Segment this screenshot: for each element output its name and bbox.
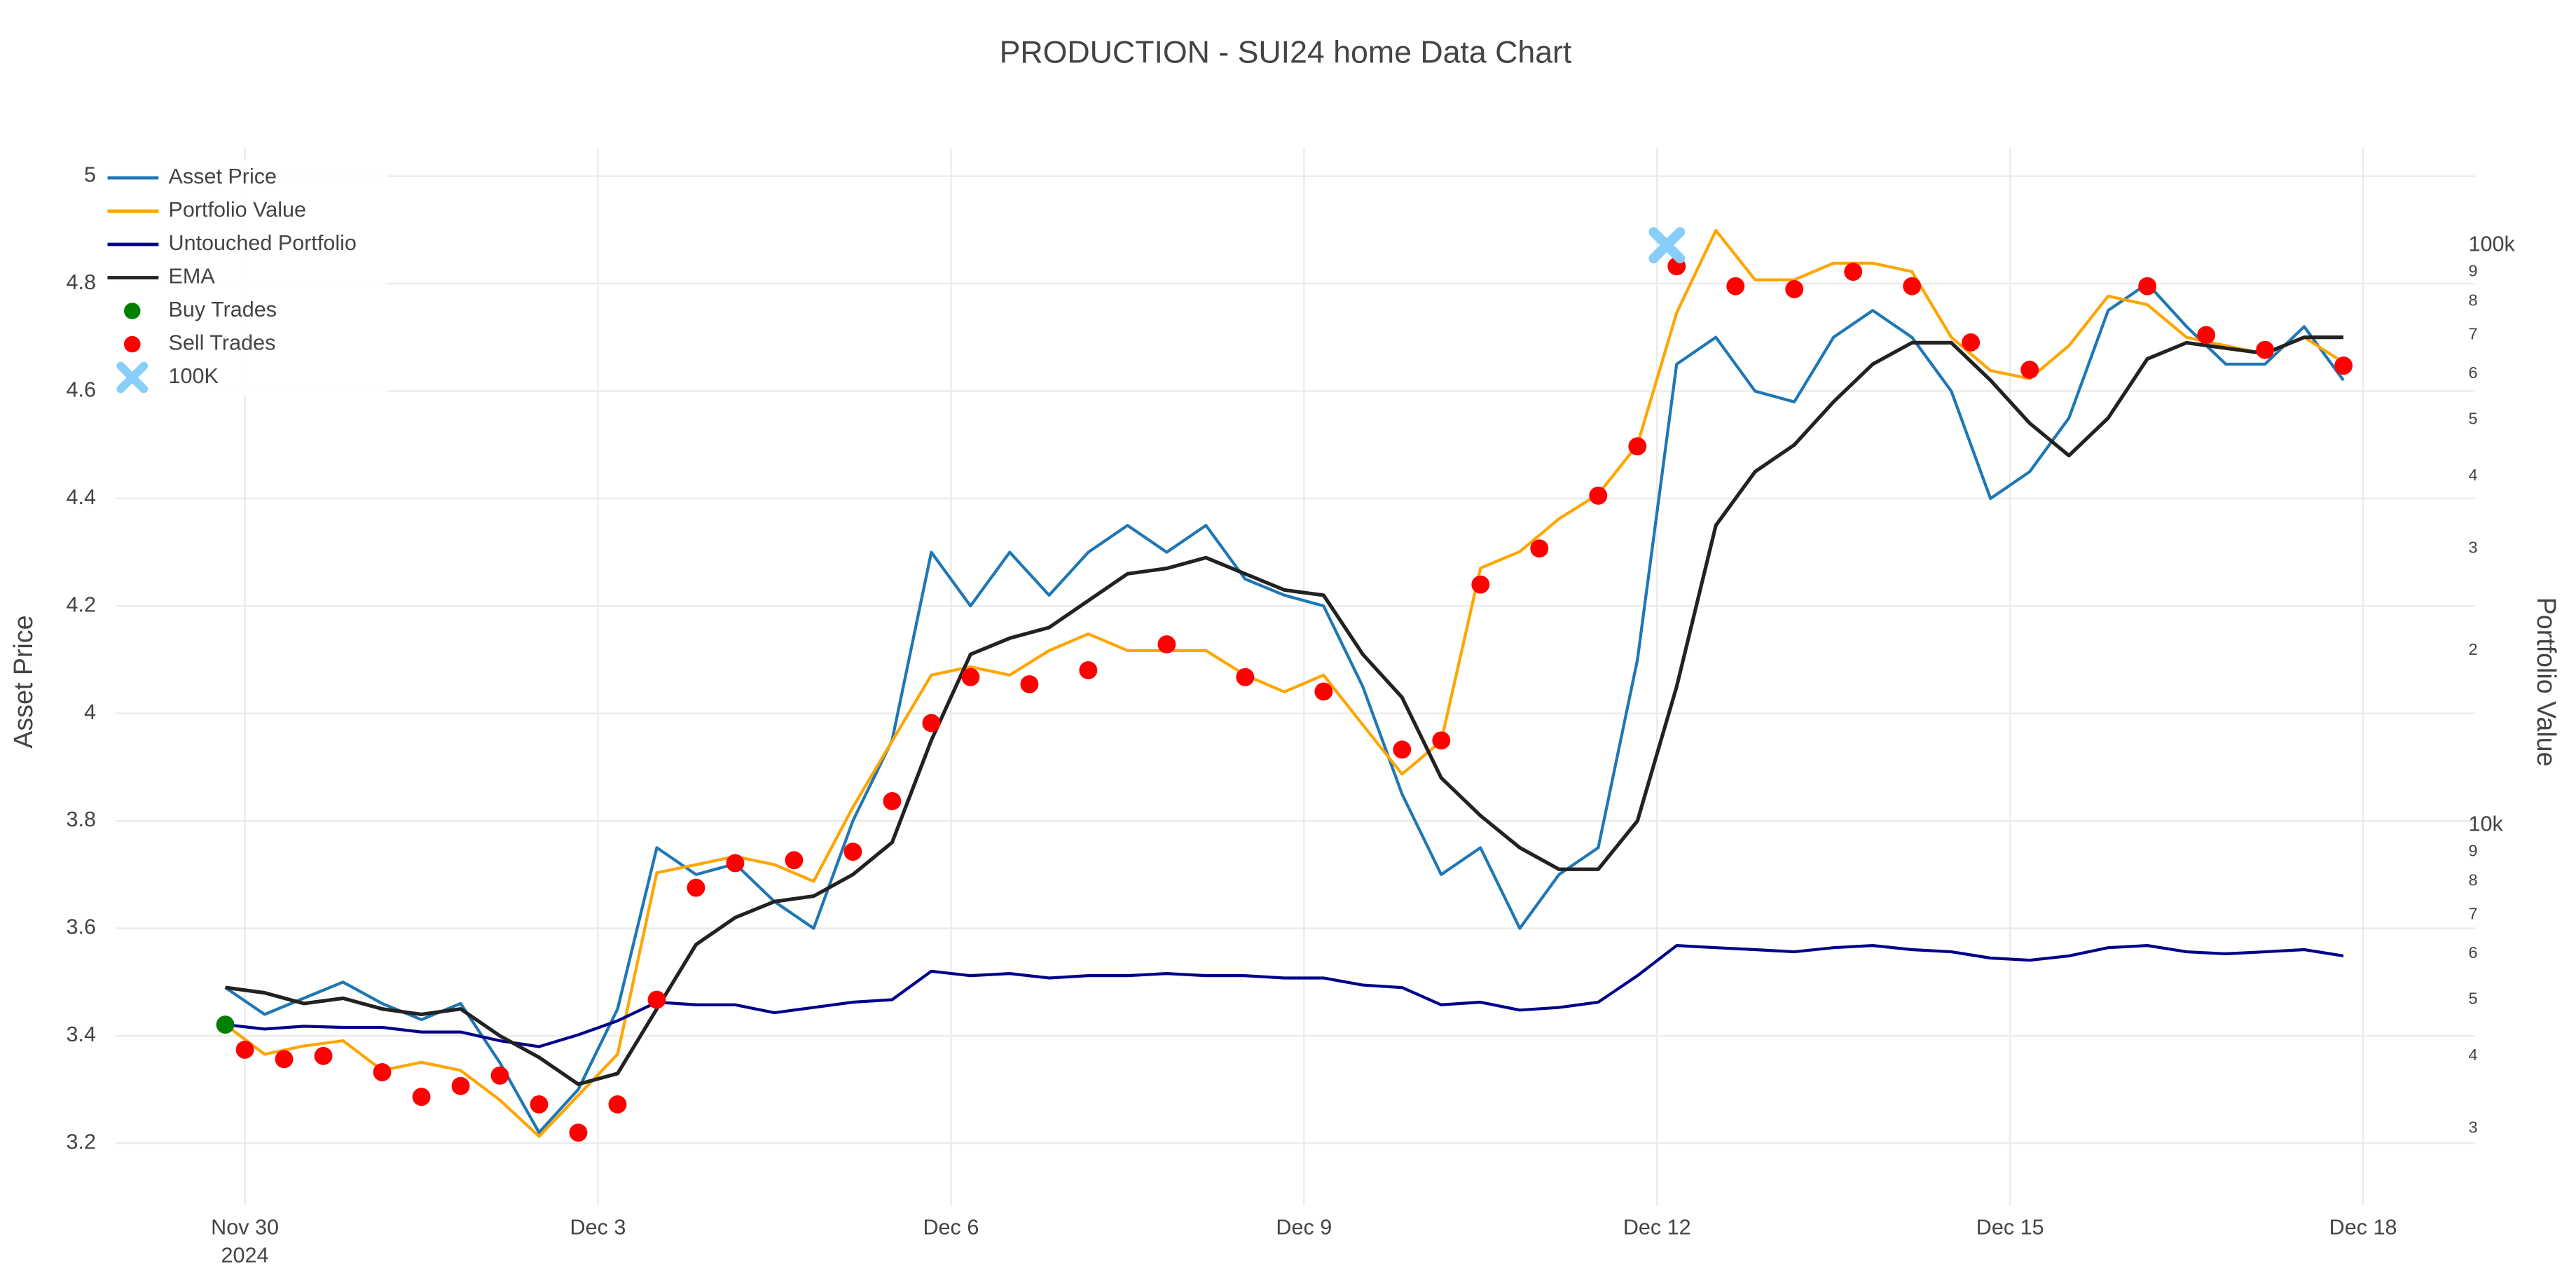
y-axis-title: Asset Price [8,616,38,749]
y2-tick-label: 4 [2469,466,2478,484]
y2-tick-label: 4 [2469,1046,2478,1064]
marker-x [1648,227,1686,264]
y-tick-label: 4.6 [67,378,97,402]
y2-tick-label: 3 [2469,1118,2478,1136]
trade-marker [1432,731,1451,750]
y-tick-label: 4.2 [67,592,97,616]
legend-label: Portfolio Value [168,198,306,222]
legend-label: Buy Trades [168,298,277,321]
trade-marker [2197,326,2216,345]
trade-marker [2138,277,2157,296]
trade-marker [687,878,705,897]
y2-tick-label: 9 [2469,261,2478,279]
trade-marker [2256,340,2275,359]
x-tick-label: Dec 18 [2329,1215,2397,1239]
trade-marker [883,792,902,810]
trade-marker [1785,279,1804,298]
x-tick-label: Dec 12 [1623,1215,1691,1239]
trade-marker [1079,661,1098,679]
legend-label: 100K [168,364,219,388]
trade-marker [412,1088,431,1107]
trade-marker [608,1095,627,1114]
y2-tick-label: 10k [2469,812,2504,835]
y-tick-label: 4 [84,700,96,724]
trade-marker [2334,356,2353,375]
trade-marker [843,842,862,861]
y-tick-label: 3.4 [67,1022,97,1046]
legend-label: Sell Trades [168,331,275,355]
y-tick-label: 3.6 [67,915,97,939]
trade-marker [1726,277,1745,296]
trade-marker [275,1050,294,1069]
trade-marker [1530,539,1549,558]
trade-marker [1844,263,1863,282]
chart-title: PRODUCTION - SUI24 home Data Chart [1000,35,1572,69]
trade-marker [1628,437,1647,456]
y2-tick-label: 9 [2469,841,2478,859]
trade-marker [530,1095,549,1114]
legend: Asset Price Portfolio Value Untouched Port… [102,160,388,396]
x-tick-label: Dec 15 [1976,1215,2044,1239]
trade-marker [726,854,745,873]
y2-tick-label: 8 [2469,291,2478,310]
y-tick-label: 3.8 [67,807,97,831]
x-tick-label: Dec 9 [1276,1215,1332,1239]
legend-swatch [124,303,141,319]
trade-marker [1471,575,1490,594]
y2-tick-label: 2 [2469,640,2478,658]
trade-marker [1157,635,1176,654]
trade-marker [451,1076,470,1095]
legend-swatch [116,361,149,394]
trade-marker [785,851,804,870]
y2-tick-label: 5 [2469,990,2478,1008]
trade-marker [373,1063,392,1081]
y2-tick-label: 5 [2469,410,2478,428]
trade-marker [1020,675,1039,693]
y-tick-label: 5 [84,163,96,187]
x-tick-label: Dec 3 [570,1215,626,1239]
y2-tick-label: 8 [2469,871,2478,889]
y2-tick-label: 6 [2469,943,2478,962]
trade-marker [1589,486,1608,505]
x-tick-label: Dec 6 [923,1215,979,1239]
trade-marker [490,1066,509,1085]
series-line [224,228,2345,1138]
y2-tick-label: 100k [2469,232,2516,256]
trade-marker [235,1040,254,1059]
y-tick-label: 3.2 [67,1130,97,1154]
plot-area [216,227,2353,1142]
trade-marker [314,1046,333,1065]
y2-tick-label: 7 [2469,325,2478,343]
trade-marker [569,1123,588,1142]
legend-label: EMA [168,265,215,289]
y-tick-label: 4.4 [67,485,97,509]
y2-tick-label: 7 [2469,905,2478,923]
trade-marker [1314,682,1333,701]
trade-marker [961,667,980,686]
y2-tick-label: 6 [2469,363,2478,382]
x-tick-label: Nov 30 2024 [211,1215,279,1267]
series-line [225,335,2344,1086]
trade-marker [922,714,941,733]
trade-marker [1903,277,1922,296]
trade-marker [1962,333,1981,352]
trade-marker [1236,667,1255,686]
legend-swatch [124,335,141,353]
y2-tick-label: 3 [2469,538,2478,556]
y2-axis-title: Portfolio Value [2532,597,2561,767]
y-tick-label: 4.8 [67,270,97,294]
series-line [224,282,2345,1135]
legend-label: Asset Price [168,165,277,188]
trade-marker [216,1015,235,1034]
legend-label: Untouched Portfolio [168,231,356,255]
trade-marker [647,990,666,1009]
trade-marker [1393,740,1412,759]
trade-marker [2020,361,2039,379]
series-line [225,944,2344,1048]
grid: Nov 30 2024 Dec 3 Dec 6 Dec 9 Dec 12 Dec 15 Dec… [67,148,2516,1267]
